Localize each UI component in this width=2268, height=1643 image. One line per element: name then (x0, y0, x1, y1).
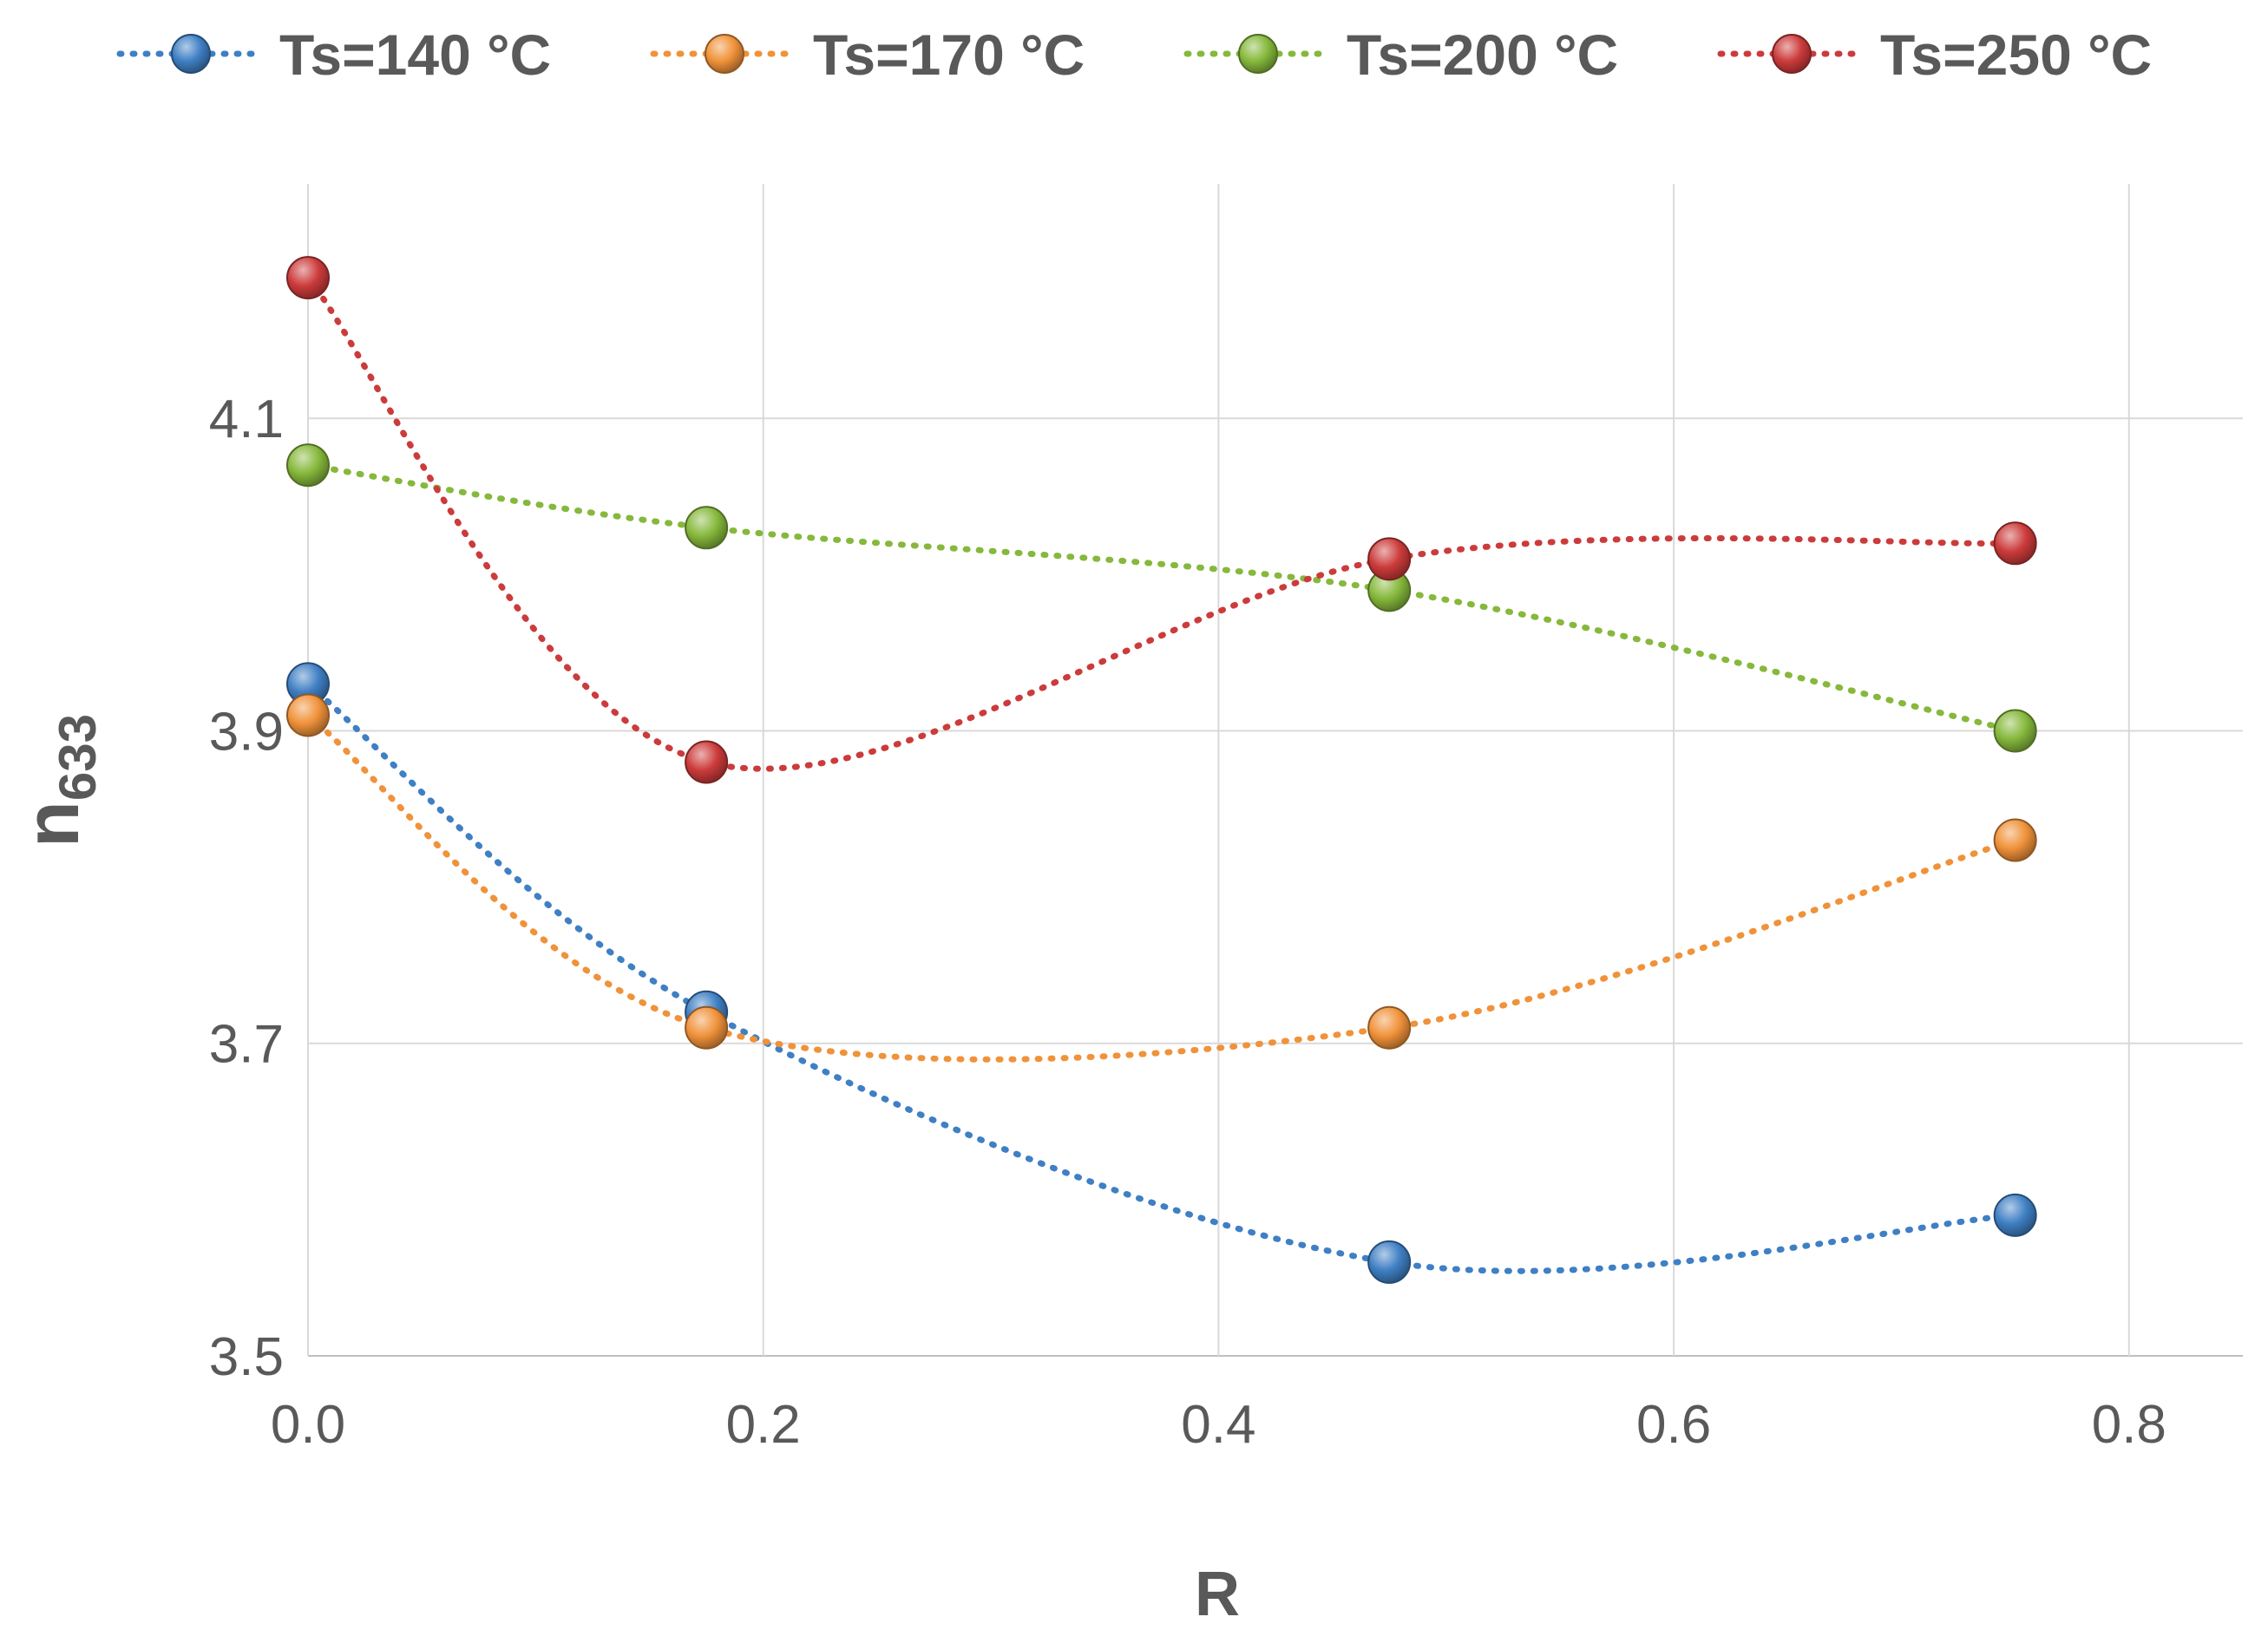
x-tick-label: 0.8 (2092, 1395, 2166, 1455)
data-point-ts-140-c (1993, 1193, 2037, 1237)
data-points (286, 256, 2037, 1284)
data-point-ts-250-c (1367, 537, 1412, 581)
series-lines (305, 274, 2019, 1274)
y-tick-label: 3.5 (209, 1327, 284, 1387)
data-point-ts-250-c (685, 740, 729, 784)
legend-label-ts-250-c: Ts=250 °C (1880, 23, 2152, 87)
x-tick-label: 0.6 (1636, 1395, 1711, 1455)
legend-marker-ts-200-c (1238, 34, 1278, 74)
y-tick-label: 3.9 (209, 702, 284, 762)
series-line-ts-250-c (305, 274, 2019, 772)
data-point-ts-250-c (286, 256, 330, 300)
x-tick-label: 0.4 (1181, 1395, 1255, 1455)
legend-marker-ts-140-c (171, 34, 211, 74)
y-axis-title-subscript: 633 (49, 714, 107, 801)
y-axis-title-main: n (9, 801, 95, 848)
x-tick-label: 0.0 (271, 1395, 345, 1455)
x-axis-title: R (1195, 1560, 1240, 1629)
series-line-ts-170-c (305, 711, 2019, 1063)
data-point-ts-170-c (685, 1005, 729, 1050)
legend-marker-ts-170-c (705, 34, 744, 74)
x-tick-label: 0.2 (726, 1395, 801, 1455)
series-line-ts-140-c (305, 680, 2019, 1274)
tick-labels: 3.5 3.7 3.9 4.1 0.0 0.2 0.4 0.6 0.8 (209, 389, 2166, 1455)
data-point-ts-200-c (685, 506, 729, 550)
data-point-ts-200-c (1993, 709, 2037, 753)
y-axis-title: n633 (9, 714, 107, 848)
series-line-ts-200-c (305, 461, 2019, 734)
legend-label-ts-170-c: Ts=170 °C (813, 23, 1085, 87)
y-axis-title-group: n633 (9, 714, 107, 848)
y-tick-label: 3.7 (209, 1015, 284, 1075)
data-point-ts-140-c (1367, 1240, 1412, 1284)
legend-label-ts-140-c: Ts=140 °C (279, 23, 551, 87)
data-point-ts-200-c (286, 443, 330, 488)
data-point-ts-250-c (1993, 521, 2037, 566)
legend: Ts=140 °C Ts=170 °C Ts=200 °C Ts=250 °C (116, 23, 2152, 87)
legend-label-ts-200-c: Ts=200 °C (1347, 23, 1618, 87)
data-point-ts-170-c (286, 693, 330, 737)
grid (307, 184, 2243, 1357)
y-tick-label: 4.1 (209, 389, 284, 449)
data-point-ts-170-c (1367, 1005, 1412, 1050)
legend-marker-ts-250-c (1772, 34, 1812, 74)
data-point-ts-170-c (1993, 818, 2037, 862)
